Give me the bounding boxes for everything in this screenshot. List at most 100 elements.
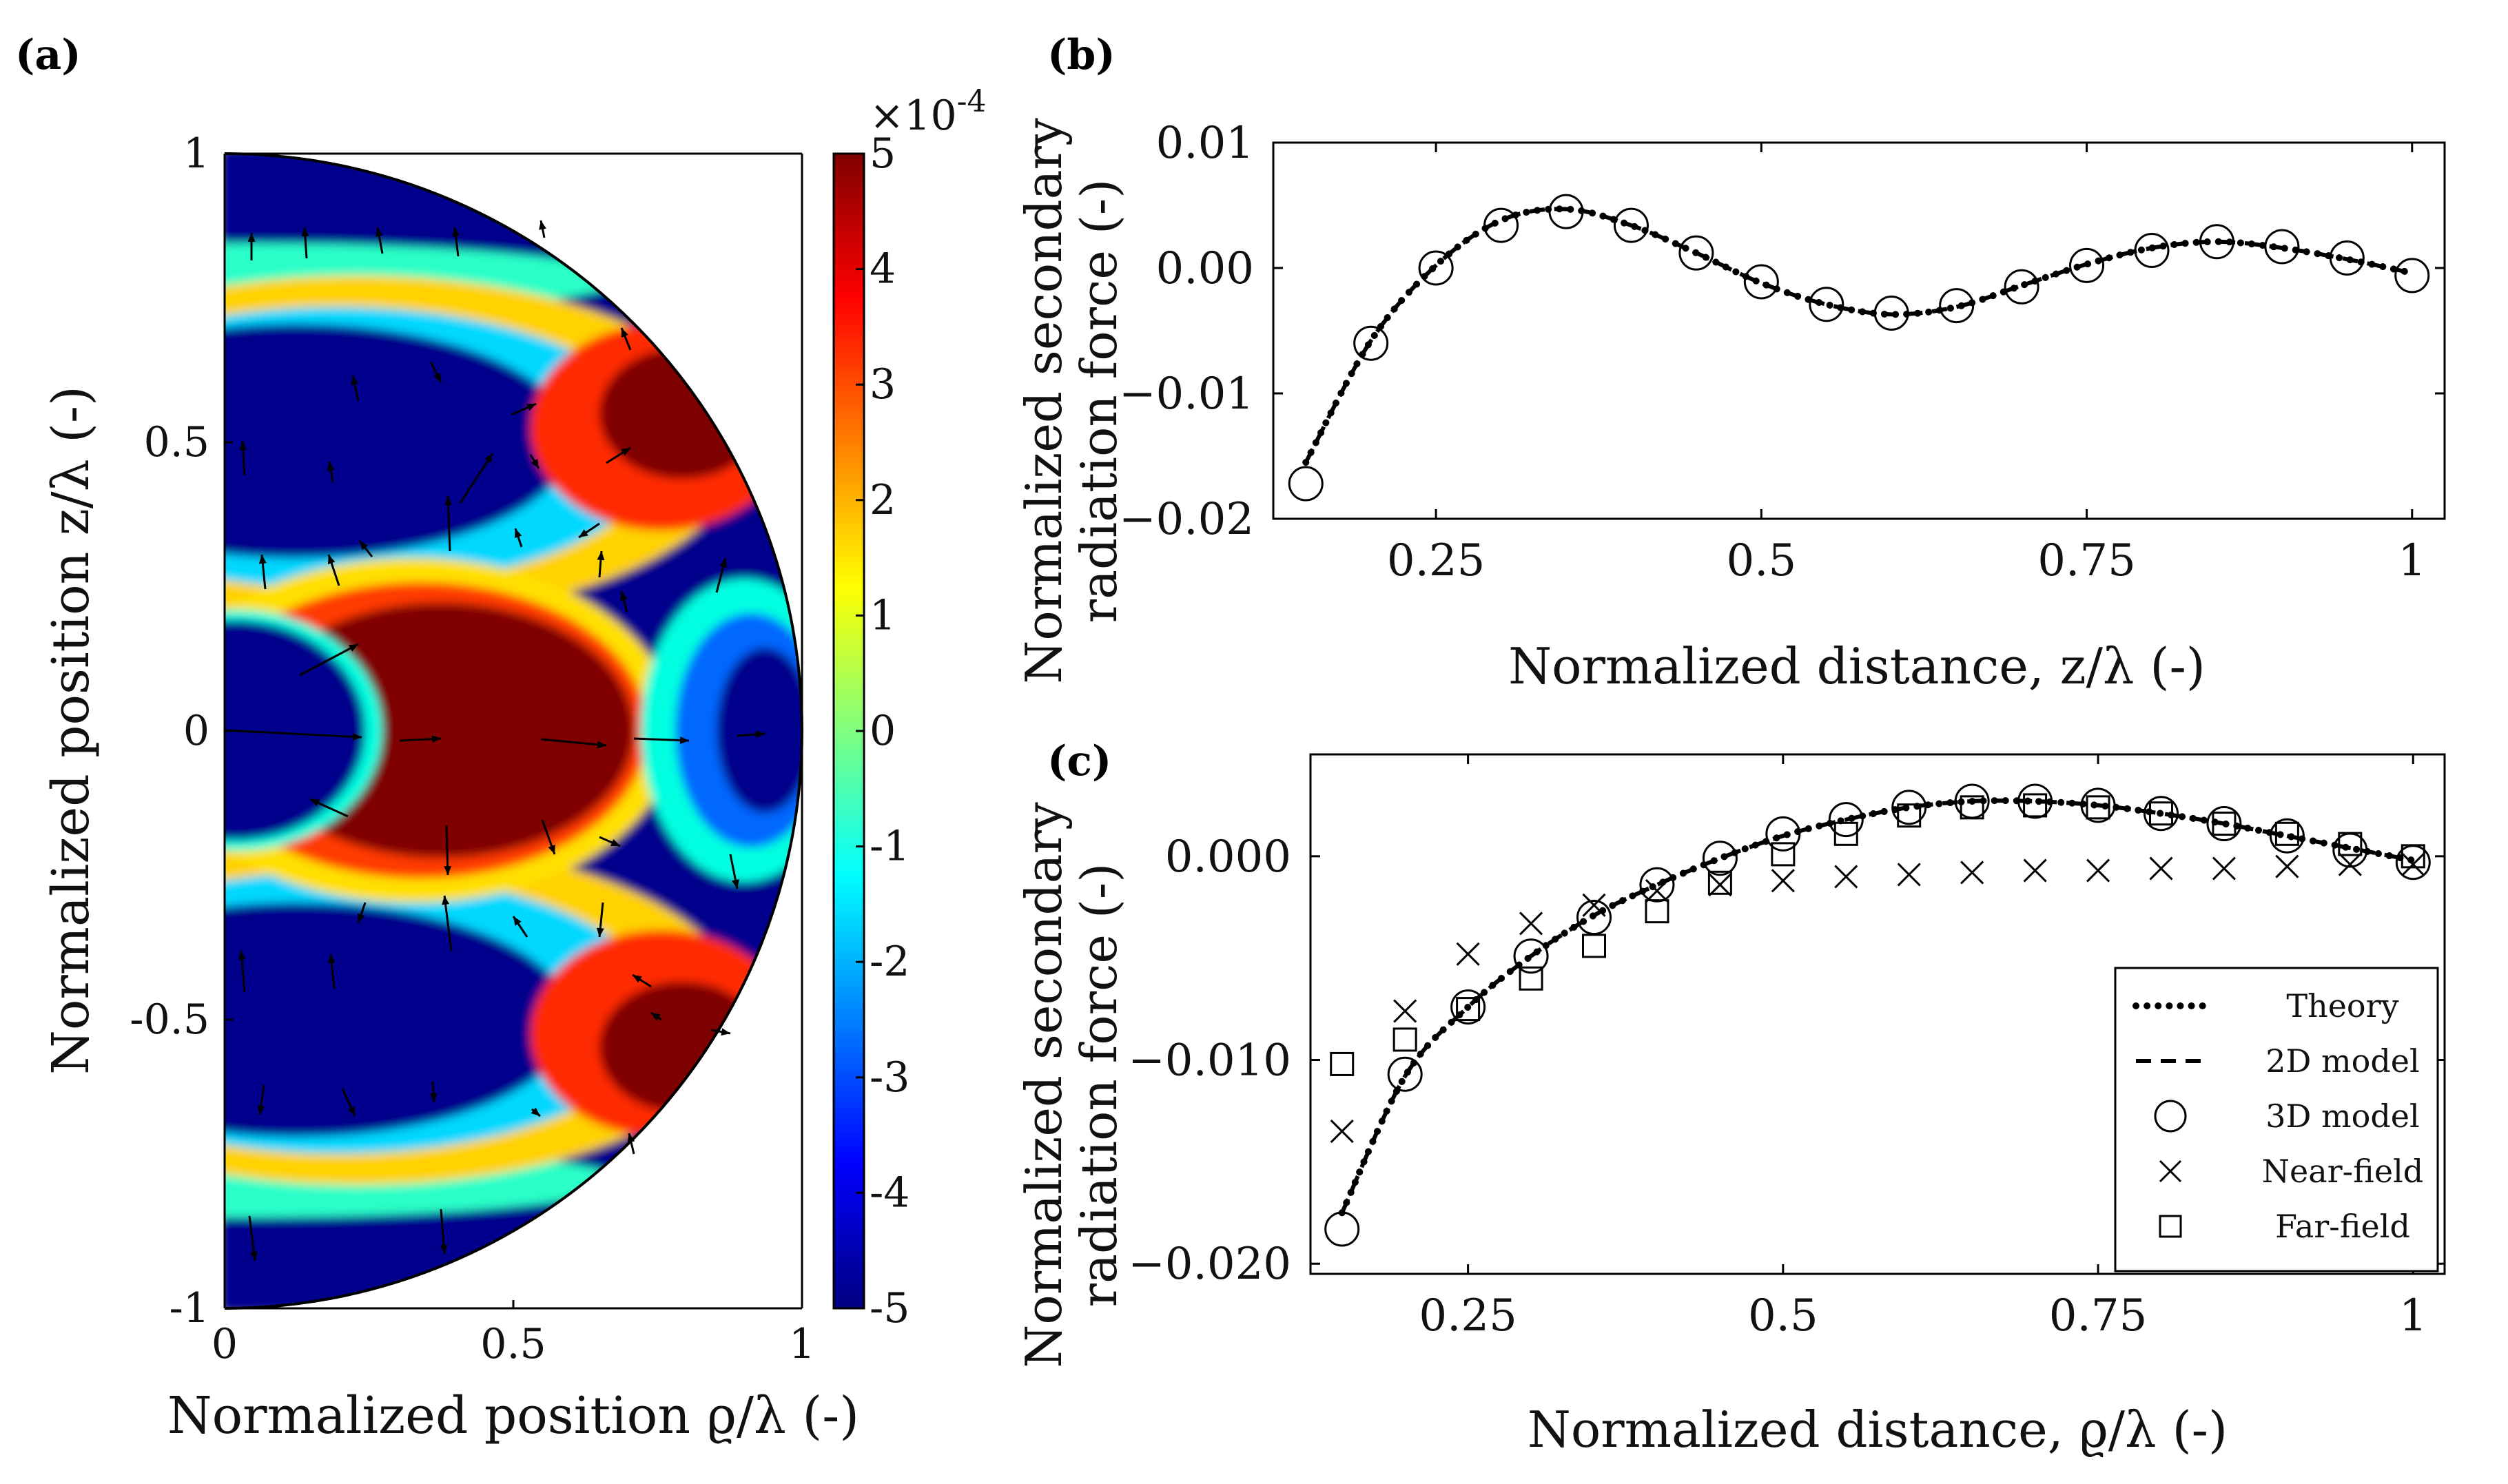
marker-3d-model: [1613, 207, 1649, 243]
colorbar-tick-label: 3: [870, 360, 896, 409]
force-arrow-head: [357, 914, 365, 923]
ytick-label: −0.020: [1128, 1239, 1291, 1290]
panel-a-xtick-label: 0: [212, 1320, 238, 1368]
field-region: [225, 324, 572, 558]
marker-near-field: [2212, 856, 2237, 880]
force-arrow-head: [247, 233, 256, 242]
force-arrow-head: [548, 845, 555, 854]
marker-3d-model: [2199, 224, 2234, 260]
series-theory: [1302, 205, 2416, 466]
marker-3d-model: [1387, 1056, 1423, 1092]
marker-far-field: [1519, 966, 1543, 991]
marker-3d-model: [1828, 802, 1864, 838]
marker-far-field: [1833, 821, 1858, 846]
force-arrow-head: [429, 1093, 438, 1102]
force-arrow-head: [514, 528, 522, 538]
marker-far-field: [2274, 821, 2299, 846]
force-arrow: [224, 729, 362, 739]
marker-far-field: [1707, 870, 1732, 895]
force-arrow: [540, 738, 607, 747]
marker-3d-model: [1873, 296, 1909, 331]
panel-b-frame: [1272, 141, 2446, 520]
panel-b-ylabel-line2: radiation force (-): [1070, 179, 1128, 624]
marker-3d-model: [1639, 867, 1675, 903]
legend-swatch-3d: [2154, 1100, 2187, 1133]
force-arrow-head: [440, 1244, 448, 1254]
marker-3d-model: [2069, 247, 2105, 283]
marker-3d-model: [1891, 790, 1927, 825]
force-arrow-head: [349, 644, 358, 652]
force-arrow-head: [633, 975, 642, 983]
force-arrow-head: [375, 227, 383, 237]
xtick-label: 0.5: [1726, 535, 1796, 586]
force-arrow-head: [621, 448, 630, 456]
panel-a-heatmap: 0 0.5 1 1 0.5 0 -0.5 -1 Normalized position ϱ/λ…: [41, 84, 987, 1445]
xtick-label: 0.75: [2037, 535, 2136, 586]
force-arrow-head: [579, 529, 588, 537]
colorbar-tick-label: -1: [870, 823, 909, 871]
marker-3d-model: [2004, 269, 2039, 305]
force-arrow-head: [621, 328, 628, 338]
force-arrow-head: [257, 1105, 265, 1115]
panel-a-xtick-label: 1: [789, 1320, 815, 1368]
marker-3d-model: [2329, 240, 2365, 276]
force-arrow-head: [620, 591, 628, 601]
xtick-label: 0.25: [1419, 1290, 1517, 1341]
marker-far-field: [1392, 1027, 1417, 1052]
marker-3d-model: [2264, 229, 2300, 265]
series-2d-model: [1304, 207, 2413, 464]
marker-3d-model: [1483, 207, 1519, 243]
series-2d-model: [1339, 798, 2414, 1214]
marker-3d-model: [1939, 288, 1975, 324]
force-arrow: [633, 737, 690, 742]
ytick-label: 0.01: [1156, 118, 1255, 169]
marker-3d-model: [1353, 325, 1389, 361]
marker-near-field: [1771, 869, 1795, 893]
force-arrow-head: [526, 404, 536, 411]
marker-far-field: [2149, 801, 2173, 826]
colorbar-tick-label: 1: [870, 591, 896, 639]
panel-a-ytick-label: 0.5: [144, 418, 209, 466]
marker-near-field: [2275, 854, 2299, 878]
marker-far-field: [2086, 795, 2110, 820]
legend-label: Near-field: [2262, 1153, 2424, 1190]
marker-3d-model: [2134, 233, 2170, 269]
marker-3d-model: [1678, 235, 1714, 271]
marker-near-field: [2401, 852, 2425, 876]
marker-3d-model: [1418, 250, 1454, 286]
marker-far-field: [2023, 793, 2048, 818]
panel-b-xlabel: Normalized distance, z/λ (-): [1508, 637, 2206, 695]
force-arrow-head: [310, 799, 320, 807]
ytick-label: −0.02: [1119, 494, 1254, 545]
force-arrow-head: [347, 1106, 355, 1116]
force-arrow-head: [238, 951, 246, 960]
colorbar-tick-label: 2: [870, 476, 896, 524]
force-arrow: [459, 453, 494, 504]
marker-near-field: [1708, 873, 1732, 897]
marker-3d-model: [2080, 787, 2116, 823]
marker-3d-model: [1513, 938, 1549, 974]
marker-3d-model: [2017, 783, 2053, 819]
panel-a-xlabel: Normalized position ϱ/λ (-): [167, 1386, 859, 1445]
force-arrow-head: [539, 220, 546, 230]
legend-swatch-near: [2159, 1160, 2182, 1183]
marker-3d-model: [1809, 287, 1844, 322]
marker-3d-model: [2394, 258, 2430, 293]
xtick-label: 0.25: [1387, 535, 1486, 586]
marker-3d-model: [2269, 818, 2305, 854]
marker-near-field: [2149, 856, 2173, 880]
force-arrow-head: [597, 741, 606, 749]
colorbar-tick-label: -2: [870, 938, 909, 986]
force-arrow-head: [360, 541, 369, 550]
force-arrow-head: [327, 954, 336, 964]
force-arrow-head: [444, 865, 452, 875]
marker-near-field: [1393, 999, 1417, 1023]
panel-a-xtick-label: 0.5: [480, 1320, 546, 1368]
force-arrow-head: [627, 1133, 635, 1143]
panel-a-ylabel: Normalized position z/λ (-): [41, 386, 101, 1075]
panel-c-legend: Theory 2D model 3D model Near-field Far-fiel…: [2114, 967, 2439, 1272]
force-arrow-head: [250, 1251, 258, 1261]
colorbar-tick-label: 0: [870, 707, 896, 755]
marker-3d-model: [1288, 466, 1324, 502]
